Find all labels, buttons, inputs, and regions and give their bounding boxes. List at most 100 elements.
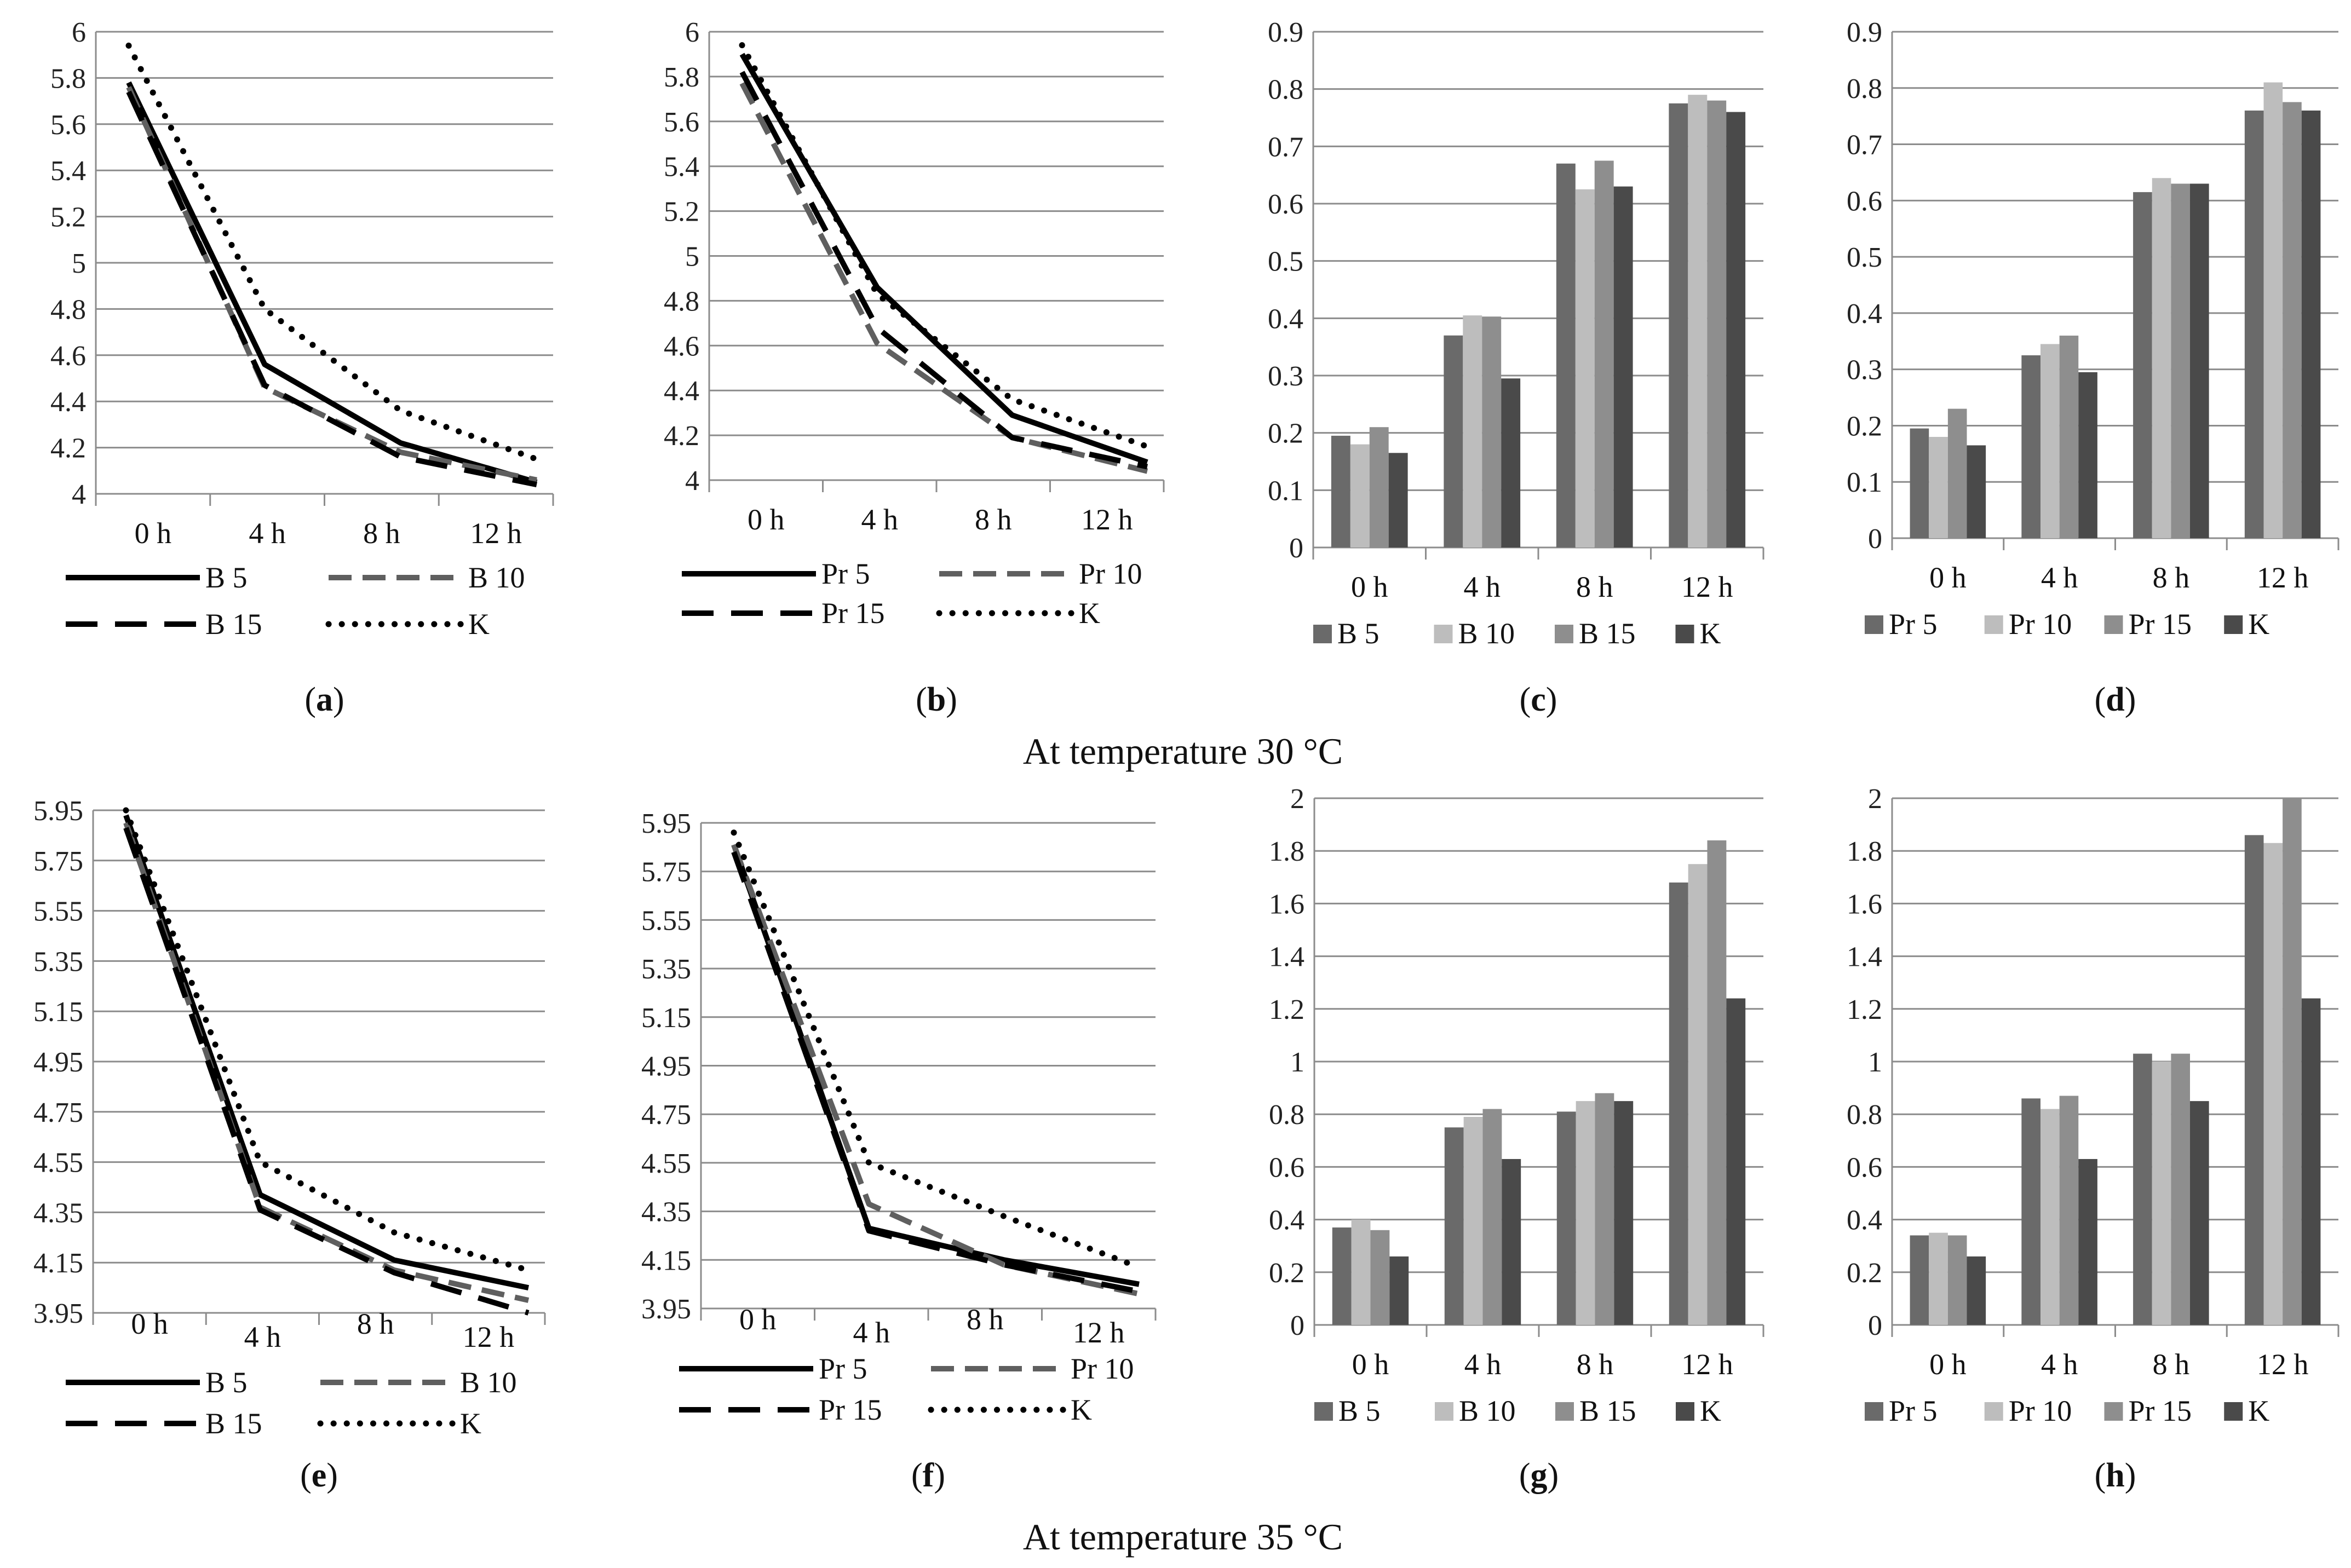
x-tick-label: 0 h <box>135 517 172 550</box>
bar <box>2244 110 2264 538</box>
series-line-pr-10 <box>739 82 1148 474</box>
series-line-k <box>739 42 1151 450</box>
legend-label: K <box>468 608 490 641</box>
bar <box>1614 1101 1634 1325</box>
panel-caption: (c) <box>1520 681 1557 718</box>
bar <box>1613 186 1633 548</box>
caption-close-paren: ) <box>326 1457 338 1494</box>
legend-swatch <box>2104 1402 2123 1421</box>
y-tick-label: 1.2 <box>1847 994 1882 1025</box>
caption-close-paren: ) <box>333 681 344 718</box>
y-tick-label: 0.3 <box>1847 355 1882 386</box>
y-tick-label: 4.2 <box>664 420 699 452</box>
y-tick-label: 5.75 <box>641 857 691 888</box>
series-line-b-5 <box>126 81 538 485</box>
bar <box>1726 998 1746 1325</box>
bar <box>1688 95 1708 548</box>
legend-label: Pr 10 <box>1071 1352 1134 1385</box>
y-tick-label: 0.5 <box>1847 242 1882 273</box>
x-tick-label: 12 h <box>2257 561 2309 594</box>
y-tick-label: 4.6 <box>50 341 86 372</box>
y-tick-label: 4.55 <box>641 1148 691 1179</box>
legend-swatch <box>1314 1402 1333 1421</box>
legend-label: K <box>1700 1394 1721 1427</box>
x-tick-label: 8 h <box>1577 1348 1614 1381</box>
y-tick-label: 1.2 <box>1269 994 1304 1025</box>
bar <box>2171 1053 2191 1325</box>
y-tick-label: 0 <box>1289 533 1303 564</box>
panel-f: 3.95 4.15 4.35 4.55 4.75 4.95 5.15 5.35 5.55 5.75… <box>641 808 1157 1494</box>
bar <box>1332 1227 1352 1325</box>
panel-b: 4 4.2 4.4 4.6 4.8 5 5.2 5.4 5.6 5.8 6 0 h 4 h 8 h 12 h… <box>664 17 1165 718</box>
y-tick-label: 4 <box>72 479 86 510</box>
x-tick-label: 8 h <box>1576 570 1613 603</box>
bar <box>1910 428 1929 538</box>
y-tick-label: 5.4 <box>664 152 699 183</box>
bar <box>1501 378 1521 547</box>
y-tick-label: 4.55 <box>33 1148 83 1179</box>
legend-label: B 15 <box>1579 617 1636 650</box>
legend-label: Pr 5 <box>1889 1394 1938 1427</box>
bar <box>1463 1117 1483 1325</box>
series-line-b-15 <box>126 90 537 488</box>
legend-label: Pr 5 <box>1889 608 1938 641</box>
y-tick-label: 5.8 <box>50 63 86 94</box>
y-tick-label: 1.8 <box>1269 836 1304 867</box>
legend-label: Pr 10 <box>1079 557 1142 590</box>
caption-close-paren: ) <box>2125 1457 2136 1494</box>
y-tick-label: 0.4 <box>1847 1205 1882 1236</box>
bar <box>1669 882 1688 1325</box>
y-tick-label: 5.8 <box>664 62 699 93</box>
caption-open-paren: ( <box>2095 681 2106 718</box>
bar <box>1482 316 1502 547</box>
bar <box>1947 1235 1967 1325</box>
panel-caption: (g) <box>1519 1457 1559 1494</box>
caption-letter: d <box>2106 681 2124 718</box>
x-tick-label: 0 h <box>1929 1348 1967 1381</box>
legend-label: B 5 <box>205 561 248 594</box>
x-tick-label: 12 h <box>463 1321 515 1353</box>
bar <box>1688 864 1708 1325</box>
legend-label: Pr 15 <box>821 597 885 630</box>
caption-close-paren: ) <box>1548 1457 1559 1494</box>
bar <box>2263 82 2283 538</box>
legend-swatch <box>1984 615 2003 634</box>
legend-label: B 5 <box>1338 1394 1381 1427</box>
bar <box>2059 336 2079 538</box>
x-tick-label: 4 h <box>249 517 286 550</box>
x-tick-label: 12 h <box>2257 1348 2309 1381</box>
series-line-pr-5 <box>731 844 1140 1287</box>
y-tick-label: 0.1 <box>1268 475 1303 506</box>
y-tick-label: 0.8 <box>1269 1099 1304 1131</box>
legend-label: B 5 <box>205 1366 248 1399</box>
panel-d: 0 0.1 0.2 0.3 0.4 0.5 0.6 0.7 0.8 0.9 0 h 4 h 8 h 12 … <box>1847 17 2339 718</box>
legend-swatch <box>1984 1402 2003 1421</box>
caption-open-paren: ( <box>916 681 927 718</box>
legend-label: B 15 <box>205 1407 262 1440</box>
bar <box>1575 189 1595 547</box>
bar <box>1482 1109 1502 1325</box>
x-tick-label: 12 h <box>1681 570 1733 603</box>
y-tick-label: 4.75 <box>33 1097 83 1128</box>
y-tick-label: 4.4 <box>50 387 86 418</box>
bar <box>2078 1158 2097 1325</box>
y-tick-label: 0.8 <box>1268 74 1303 106</box>
x-tick-label: 8 h <box>363 517 400 550</box>
bar <box>1351 1219 1371 1325</box>
y-tick-label: 0.7 <box>1268 131 1303 163</box>
bar <box>1929 437 1948 538</box>
x-tick-label: 8 h <box>2153 561 2190 594</box>
bar <box>1576 1101 1595 1325</box>
legend-swatch <box>1313 625 1332 643</box>
bar <box>2301 110 2321 538</box>
y-tick-label: 0.2 <box>1269 1258 1304 1289</box>
y-tick-label: 0.1 <box>1847 467 1882 498</box>
bar <box>1444 1127 1464 1325</box>
y-tick-label: 5.15 <box>33 996 83 1028</box>
y-tick-label: 1 <box>1868 1047 1882 1078</box>
legend-label: Pr 15 <box>2129 1394 2192 1427</box>
y-tick-label: 1.4 <box>1847 942 1882 973</box>
legend-swatch <box>2224 615 2243 634</box>
y-tick-label: 0.6 <box>1847 1152 1882 1183</box>
y-tick-label: 0.6 <box>1269 1152 1304 1183</box>
